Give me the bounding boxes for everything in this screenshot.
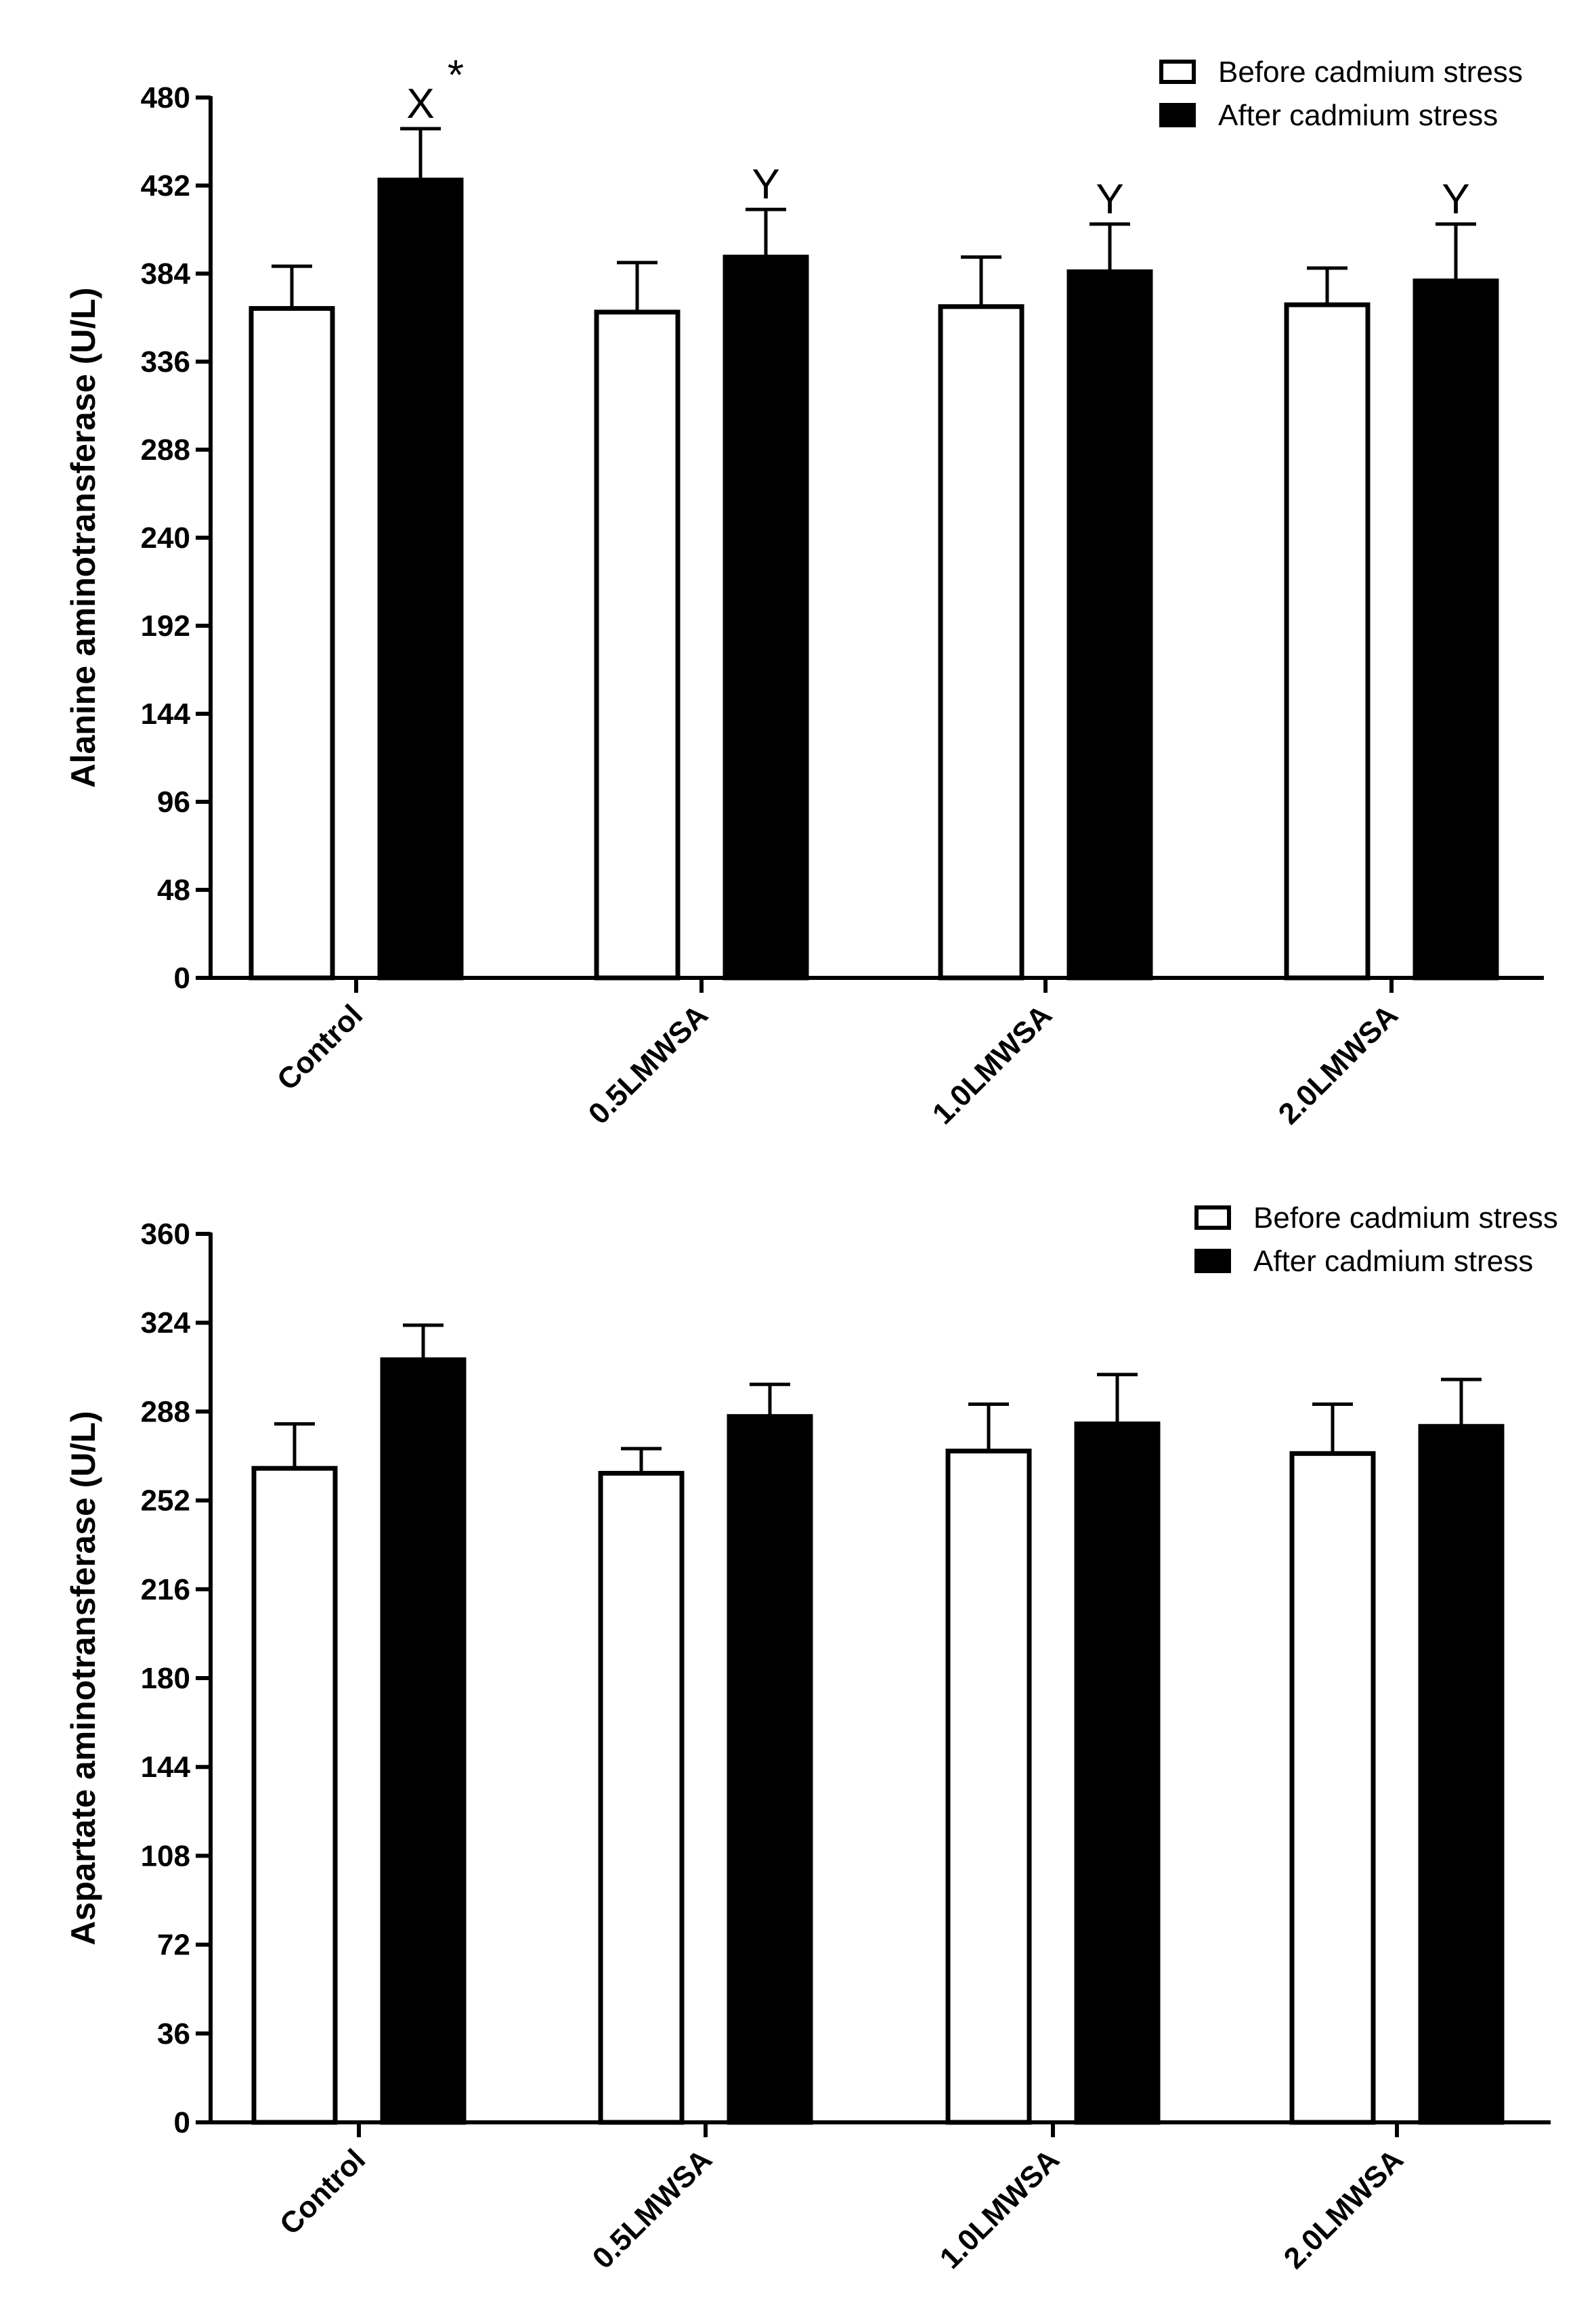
y-tick-label: 360 (141, 1218, 190, 1251)
bar-after-2.0LMWSA (1418, 1423, 1505, 2125)
y-tick-label: 108 (141, 1839, 190, 1872)
y-tick-label: 180 (141, 1662, 190, 1695)
bar-after-1.0LMWSA (1074, 1421, 1161, 2125)
y-tick-label: 336 (141, 345, 190, 379)
y-tick-label: 48 (157, 874, 190, 907)
bar-before-2.0LMWSA (1284, 302, 1371, 981)
bar-after-Control (377, 177, 464, 981)
bar-before-1.0LMWSA (938, 304, 1025, 981)
legend-swatch-before (1159, 60, 1196, 84)
bar-after-0.5LMWSA (722, 255, 809, 981)
bar-before-0.5LMWSA (598, 1471, 685, 2125)
bar-before-Control (251, 1465, 338, 2125)
x-category-label: 0.5LMWSA (586, 2143, 718, 2275)
bar-before-Control (249, 305, 335, 981)
y-tick-label: 144 (141, 698, 191, 731)
x-category-label: 2.0LMWSA (1272, 998, 1404, 1130)
y-tick-label: 0 (174, 962, 190, 995)
bar-after-1.0LMWSA (1066, 269, 1153, 981)
legend-swatch-after (1194, 1249, 1231, 1273)
significance-letter: Y (752, 161, 779, 208)
significance-star: * (448, 52, 464, 99)
y-tick-label: 36 (157, 2017, 190, 2051)
bar-before-1.0LMWSA (945, 1449, 1032, 2125)
bar-after-0.5LMWSA (727, 1414, 813, 2125)
significance-letter: Y (1096, 176, 1123, 223)
y-tick-label: 432 (141, 169, 190, 202)
bar-before-2.0LMWSA (1289, 1451, 1376, 2125)
y-tick-label: 144 (141, 1751, 191, 1784)
y-axis-title: Aspartate aminotransferase (U/L) (64, 1411, 102, 1945)
y-tick-label: 384 (141, 257, 191, 291)
legend-label-after: After cadmium stress (1253, 1245, 1533, 1278)
x-category-label: 2.0LMWSA (1278, 2143, 1410, 2275)
chart-panel-1: 0 48 96 144 192 240 288 336 384 432 480 Alanine ami… (64, 52, 1544, 1131)
x-category-label: Control (274, 2143, 372, 2241)
x-category-label: 1.0LMWSA (934, 2143, 1066, 2275)
y-tick-label: 480 (141, 81, 190, 114)
x-category-label: Control (271, 998, 369, 1096)
y-tick-label: 324 (141, 1306, 191, 1340)
bar-before-0.5LMWSA (594, 309, 681, 981)
y-tick-label: 96 (157, 786, 190, 819)
y-tick-label: 72 (157, 1929, 190, 1962)
x-category-label: 1.0LMWSA (926, 998, 1058, 1130)
bar-after-2.0LMWSA (1412, 278, 1499, 981)
x-category-label: 0.5LMWSA (582, 998, 714, 1130)
y-tick-label: 252 (141, 1484, 190, 1518)
legend-swatch-after (1159, 103, 1196, 127)
legend-label-before: Before cadmium stress (1253, 1201, 1558, 1235)
legend-label-before: Before cadmium stress (1218, 56, 1523, 89)
y-tick-label: 216 (141, 1573, 190, 1606)
y-tick-label: 0 (174, 2106, 190, 2139)
y-tick-label: 240 (141, 521, 190, 555)
significance-letter: X (406, 81, 434, 127)
y-tick-label: 288 (141, 1395, 190, 1428)
significance-letter: Y (1442, 176, 1469, 223)
legend-swatch-before (1194, 1205, 1231, 1230)
bar-after-Control (380, 1357, 467, 2125)
chart-panel-2: 0 36 72 108 144 180 216 252 288 324 360 Aspartate a… (64, 1201, 1558, 2275)
y-tick-label: 288 (141, 433, 190, 467)
y-axis-title: Alanine aminotransferase (U/L) (64, 287, 102, 788)
legend-label-after: After cadmium stress (1218, 99, 1498, 132)
y-tick-label: 192 (141, 609, 190, 643)
